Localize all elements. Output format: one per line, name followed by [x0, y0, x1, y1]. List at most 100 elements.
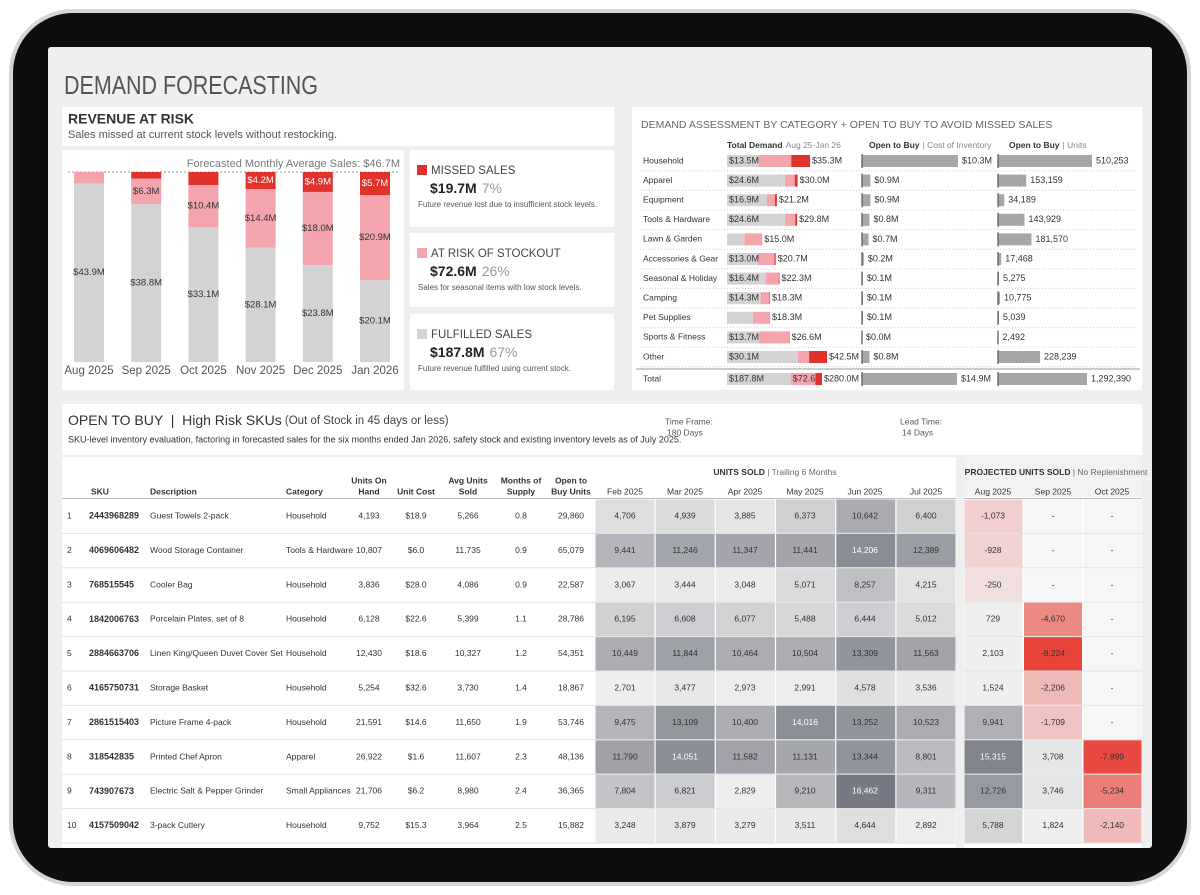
category-label: Seasonal & Holiday [643, 273, 718, 283]
value-label: $18.0M [302, 223, 334, 234]
table-cell: 29,860 [558, 510, 584, 520]
value-label: $0.7M [873, 234, 898, 244]
table-cell: 26,922 [356, 751, 382, 761]
demand-bar [758, 155, 792, 167]
table-cell: 318542835 [89, 751, 134, 761]
category-label: Total [643, 373, 661, 383]
value-label: $0.9M [874, 175, 899, 185]
table-cell: 10,464 [732, 648, 758, 658]
table-cell: 4,578 [854, 682, 876, 692]
table-cell: $6.2 [408, 786, 425, 796]
heat-cell [655, 740, 715, 774]
table-cell: 2 [67, 545, 72, 555]
column-header: Months of [501, 475, 542, 485]
heat-cell [595, 774, 655, 809]
heat-cell [896, 533, 956, 568]
table-cell: 36,365 [558, 786, 584, 796]
value-label: 5,275 [1003, 273, 1026, 283]
table-cell: 3,836 [358, 579, 380, 589]
bar-segment [245, 189, 276, 248]
card [410, 314, 614, 390]
heat-cell [776, 499, 836, 533]
table-cell: 0.9 [515, 579, 527, 589]
table-cell: Small Appliances [286, 786, 351, 796]
table-cell: 1.4 [515, 682, 527, 692]
table-cell: Household [286, 614, 327, 624]
value-label: $29.8M [799, 214, 829, 224]
legend-description: Future revenue lost due to insufficient … [418, 200, 597, 209]
heat-cell [964, 671, 1023, 705]
table-cell: 4,939 [674, 510, 696, 520]
heat-cell [776, 671, 836, 705]
table-cell: 13,109 [672, 717, 698, 727]
heat-cell [896, 637, 956, 671]
table-cell: 7,804 [614, 786, 636, 796]
table-cell: $28.0 [405, 579, 427, 589]
heat-cell [715, 671, 775, 705]
heat-cell [896, 671, 956, 705]
bar-segment [302, 191, 333, 266]
table-cell: 13,309 [852, 648, 878, 658]
bar-segment [302, 265, 333, 362]
bar-segment [74, 183, 104, 362]
value-label: $18.3M [772, 293, 802, 303]
heat-cell [595, 568, 655, 602]
group-main: UNITS SOLD [713, 467, 764, 477]
title-main: OPEN TO BUY | High Risk SKUs [68, 412, 282, 428]
demand-bar [727, 351, 798, 363]
table-cell: 11,131 [792, 751, 818, 761]
x-tick-label: Sep 2025 [122, 365, 171, 377]
value-label: $26.6M [792, 332, 822, 342]
value-label: $42.5M [829, 351, 859, 361]
table-cell: $22.6 [405, 614, 427, 624]
value-label: $20.7M [778, 253, 808, 263]
otb-cost-bar [862, 155, 958, 167]
demand-bar [759, 331, 790, 344]
otb-units-bar [998, 253, 1002, 265]
heat-cell [655, 533, 715, 568]
value-label: 34,189 [1008, 195, 1036, 205]
demand-bar [727, 331, 760, 344]
table-cell: 4165750731 [89, 683, 139, 693]
heat-cell [776, 809, 836, 843]
value-label: $0.2M [868, 253, 893, 263]
heat-cell [964, 774, 1023, 809]
table-cell: -2,140 [1100, 820, 1124, 830]
table-cell: 12,430 [356, 648, 382, 658]
table-cell: 3,885 [734, 510, 756, 520]
heat-cell [896, 774, 956, 809]
table-cell: 4,215 [915, 579, 937, 589]
demand-bar [774, 253, 776, 265]
demand-bar [727, 292, 761, 305]
demand-bar [797, 351, 810, 363]
table-cell: Household [286, 579, 327, 589]
heat-cell [1083, 499, 1142, 533]
table-cell: 1,524 [982, 682, 1004, 692]
table-cell: 14,206 [852, 545, 878, 555]
filter-value: 14 Days [902, 427, 933, 437]
table-cell: 2861515403 [89, 717, 139, 727]
x-tick-label: Oct 2025 [180, 365, 227, 377]
table-cell: 5,266 [457, 510, 479, 520]
value-label: 143,929 [1029, 214, 1062, 224]
heat-cell [1024, 740, 1082, 774]
table-cell: 3,708 [1042, 751, 1064, 761]
table-cell: 12,726 [980, 786, 1006, 796]
table-cell: 3,536 [915, 682, 937, 692]
value-label: $13.0M [729, 253, 759, 263]
value-label: $23.8M [302, 308, 334, 319]
table-cell: 768515545 [89, 579, 134, 589]
demand-bar [727, 373, 791, 385]
demand-bar [727, 155, 759, 167]
table-cell: 4069606482 [89, 545, 139, 555]
group-header: PROJECTED UNITS SOLD | No Replenishment [965, 467, 1148, 477]
value-label: $0.8M [873, 351, 898, 361]
bar-segment [188, 227, 219, 362]
filter-label: Lead Time: [900, 416, 942, 426]
heat-cell [715, 809, 775, 843]
bar-segment [74, 172, 104, 184]
column-header: Sold [459, 486, 477, 496]
section-subtitle: SKU-level inventory evaluation, factorin… [68, 434, 681, 444]
table-cell: 0.9 [515, 545, 527, 555]
section-subtitle: Sales missed at current stock levels wit… [68, 129, 337, 141]
